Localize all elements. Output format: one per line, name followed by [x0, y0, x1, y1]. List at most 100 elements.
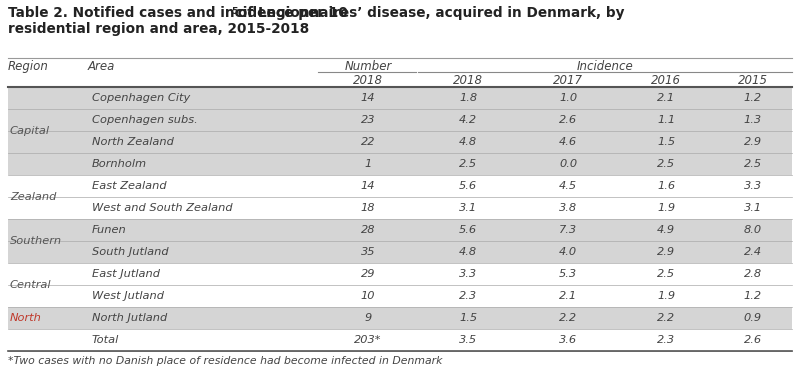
Text: 2.2: 2.2 — [657, 313, 675, 323]
Text: 2.9: 2.9 — [744, 137, 762, 147]
Text: 1.8: 1.8 — [459, 93, 477, 103]
Text: 8.0: 8.0 — [744, 225, 762, 235]
Bar — [8, 329, 792, 351]
Text: 18: 18 — [361, 203, 375, 213]
Bar — [8, 153, 792, 175]
Text: of Legionnaires’ disease, acquired in Denmark, by: of Legionnaires’ disease, acquired in De… — [234, 6, 625, 20]
Text: 7.3: 7.3 — [559, 225, 577, 235]
Bar — [8, 175, 792, 197]
Text: 3.3: 3.3 — [744, 181, 762, 191]
Text: 2015: 2015 — [738, 74, 768, 87]
Text: 2018: 2018 — [353, 74, 383, 87]
Text: Capital: Capital — [10, 126, 50, 136]
Text: 1.1: 1.1 — [657, 115, 675, 125]
Text: 2.5: 2.5 — [657, 269, 675, 279]
Text: Area: Area — [88, 60, 115, 73]
Bar — [8, 285, 792, 307]
Text: 1.9: 1.9 — [657, 291, 675, 301]
Text: 4.0: 4.0 — [559, 247, 577, 257]
Text: Funen: Funen — [92, 225, 126, 235]
Bar — [8, 87, 792, 109]
Text: 1.6: 1.6 — [657, 181, 675, 191]
Text: 1.2: 1.2 — [744, 291, 762, 301]
Text: Incidence: Incidence — [577, 60, 634, 73]
Text: North Jutland: North Jutland — [92, 313, 167, 323]
Text: 2.1: 2.1 — [657, 93, 675, 103]
Text: 2.5: 2.5 — [744, 159, 762, 169]
Text: 4.8: 4.8 — [459, 137, 477, 147]
Text: 2.4: 2.4 — [744, 247, 762, 257]
Text: 3.6: 3.6 — [559, 335, 577, 345]
Text: 3.8: 3.8 — [559, 203, 577, 213]
Text: 2.5: 2.5 — [657, 159, 675, 169]
Text: 28: 28 — [361, 225, 375, 235]
Bar — [8, 241, 792, 263]
Text: 2.2: 2.2 — [559, 313, 577, 323]
Text: 4.9: 4.9 — [657, 225, 675, 235]
Text: 2016: 2016 — [651, 74, 681, 87]
Text: 14: 14 — [361, 93, 375, 103]
Text: 9: 9 — [364, 313, 372, 323]
Text: 4.2: 4.2 — [459, 115, 477, 125]
Text: 3.3: 3.3 — [459, 269, 477, 279]
Text: 4.5: 4.5 — [559, 181, 577, 191]
Text: 4.8: 4.8 — [459, 247, 477, 257]
Text: West Jutland: West Jutland — [92, 291, 164, 301]
Text: Number: Number — [344, 60, 392, 73]
Text: 5.6: 5.6 — [459, 181, 477, 191]
Bar — [8, 219, 792, 241]
Text: Table 2. Notified cases and incidence per 10: Table 2. Notified cases and incidence pe… — [8, 6, 348, 20]
Bar — [8, 109, 792, 131]
Text: North: North — [10, 313, 42, 323]
Text: 2017: 2017 — [553, 74, 583, 87]
Bar — [8, 197, 792, 219]
Text: 203*: 203* — [354, 335, 382, 345]
Text: 2.9: 2.9 — [657, 247, 675, 257]
Text: 1: 1 — [364, 159, 372, 169]
Text: 29: 29 — [361, 269, 375, 279]
Text: 1.5: 1.5 — [657, 137, 675, 147]
Text: residential region and area, 2015-2018: residential region and area, 2015-2018 — [8, 22, 310, 36]
Text: 1.3: 1.3 — [744, 115, 762, 125]
Bar — [8, 263, 792, 285]
Text: 14: 14 — [361, 181, 375, 191]
Text: Southern: Southern — [10, 236, 62, 246]
Text: 2.3: 2.3 — [657, 335, 675, 345]
Text: 35: 35 — [361, 247, 375, 257]
Text: East Zealand: East Zealand — [92, 181, 166, 191]
Text: Zealand: Zealand — [10, 192, 56, 202]
Bar — [8, 307, 792, 329]
Text: North Zealand: North Zealand — [92, 137, 174, 147]
Text: 5.3: 5.3 — [559, 269, 577, 279]
Text: 4.6: 4.6 — [559, 137, 577, 147]
Text: South Jutland: South Jutland — [92, 247, 169, 257]
Bar — [8, 131, 792, 153]
Text: Region: Region — [8, 60, 49, 73]
Text: 2.1: 2.1 — [559, 291, 577, 301]
Text: 22: 22 — [361, 137, 375, 147]
Text: 3.5: 3.5 — [459, 335, 477, 345]
Text: 1.0: 1.0 — [559, 93, 577, 103]
Text: 1.5: 1.5 — [459, 313, 477, 323]
Text: 1.2: 1.2 — [744, 93, 762, 103]
Text: 0.9: 0.9 — [744, 313, 762, 323]
Text: 3.1: 3.1 — [459, 203, 477, 213]
Text: 2.6: 2.6 — [744, 335, 762, 345]
Text: East Jutland: East Jutland — [92, 269, 160, 279]
Text: Central: Central — [10, 280, 51, 290]
Text: 2.3: 2.3 — [459, 291, 477, 301]
Text: 2.5: 2.5 — [459, 159, 477, 169]
Text: 5.6: 5.6 — [459, 225, 477, 235]
Text: Total: Total — [92, 335, 119, 345]
Text: 1.9: 1.9 — [657, 203, 675, 213]
Text: 10: 10 — [361, 291, 375, 301]
Text: Bornholm: Bornholm — [92, 159, 147, 169]
Text: *Two cases with no Danish place of residence had become infected in Denmark: *Two cases with no Danish place of resid… — [8, 356, 442, 366]
Text: 0.0: 0.0 — [559, 159, 577, 169]
Text: 23: 23 — [361, 115, 375, 125]
Text: Copenhagen City: Copenhagen City — [92, 93, 190, 103]
Text: 2.6: 2.6 — [559, 115, 577, 125]
Text: 2.8: 2.8 — [744, 269, 762, 279]
Text: 3.1: 3.1 — [744, 203, 762, 213]
Text: West and South Zealand: West and South Zealand — [92, 203, 233, 213]
